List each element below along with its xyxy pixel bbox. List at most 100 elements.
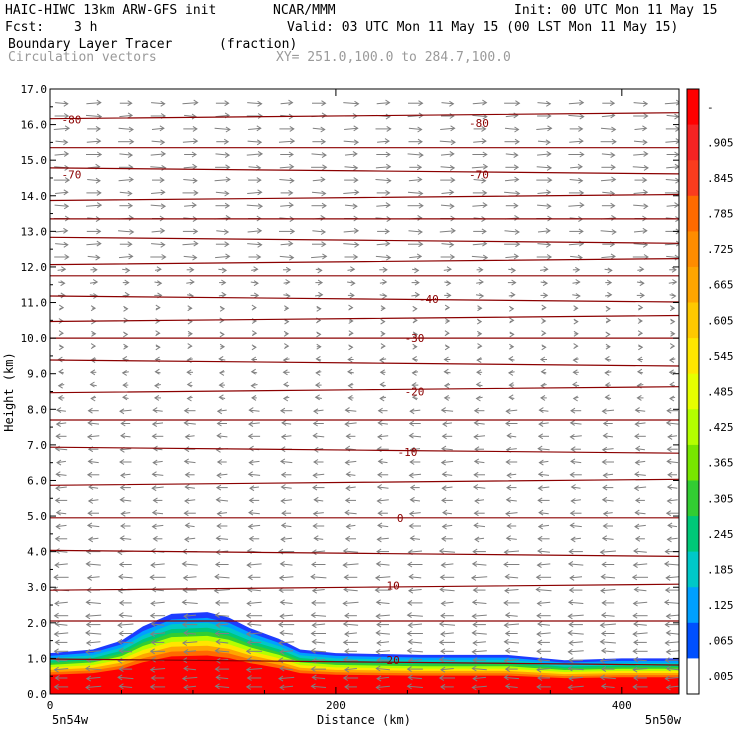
vector-arrow [280, 99, 294, 106]
vector-arrow [280, 151, 294, 158]
vector-arrow [149, 683, 166, 690]
init-time: Init: 00 UTC Mon 11 May 15 [514, 3, 718, 18]
vector-arrow [505, 164, 520, 171]
vector-arrow [347, 382, 354, 389]
vector-arrow [85, 599, 101, 606]
vector-arrow [408, 214, 423, 221]
vector-arrow [216, 523, 228, 529]
vector-arrow [315, 267, 323, 274]
vector-arrow [408, 138, 423, 145]
vector-arrow [279, 125, 295, 132]
vector-arrow [600, 630, 615, 637]
vector-arrow [443, 356, 451, 363]
vector-arrow [602, 100, 616, 107]
vector-arrow [150, 254, 167, 260]
vector-arrow [216, 138, 230, 145]
vector-arrow [605, 291, 613, 298]
vector-arrow [537, 189, 552, 196]
vector-arrow [118, 573, 133, 580]
vector-arrow [247, 139, 263, 146]
vector-arrow [57, 394, 65, 401]
vector-arrow [119, 484, 131, 491]
vector-arrow [149, 648, 166, 655]
vector-arrow [568, 548, 583, 555]
vector-arrow [670, 330, 676, 337]
vector-arrow [570, 498, 581, 504]
vector-arrow [440, 150, 455, 157]
vector-arrow [412, 267, 420, 274]
vector-arrow [215, 190, 230, 197]
vector-arrow [117, 549, 134, 556]
colorbar-label: .125 [707, 599, 734, 612]
vector-arrow [665, 629, 679, 636]
vector-arrow [89, 279, 99, 285]
vector-arrow [151, 485, 164, 492]
vector-arrow [504, 190, 521, 197]
vector-arrow [407, 152, 424, 159]
vector-arrow [601, 459, 614, 465]
vector-arrow [184, 536, 196, 543]
colorbar-swatch [687, 89, 699, 126]
vector-arrow [316, 305, 322, 312]
vector-arrow [215, 202, 231, 209]
vector-arrow [87, 254, 101, 261]
vector-arrow [537, 639, 550, 646]
vector-arrow [473, 125, 487, 132]
vector-arrow [668, 357, 676, 364]
vector-arrow [477, 305, 483, 312]
vector-arrow [117, 674, 134, 681]
vector-arrow [86, 228, 102, 235]
vector-arrow [411, 369, 419, 376]
vector-arrow [86, 240, 102, 247]
vector-arrow [283, 266, 292, 273]
colorbar-label: .545 [707, 350, 734, 363]
vector-arrow [471, 254, 489, 261]
vector-arrow [313, 459, 324, 465]
vector-arrow [601, 561, 615, 568]
vector-arrow [377, 522, 389, 529]
vector-arrow [638, 304, 644, 311]
vector-arrow [636, 368, 644, 375]
vector-arrow [215, 152, 231, 159]
vector-arrow [637, 266, 645, 273]
vector-arrow [247, 227, 263, 234]
vector-arrow [246, 203, 264, 210]
vector-arrow [279, 163, 295, 170]
vector-arrow [87, 125, 101, 132]
vector-arrow [535, 586, 552, 593]
vector-arrow [150, 621, 165, 627]
vector-arrow [248, 535, 260, 542]
vector-arrow [441, 189, 455, 196]
vector-arrow [150, 675, 165, 681]
vector-arrow [312, 432, 325, 439]
vector-arrow [219, 279, 227, 286]
vector-arrow [570, 536, 581, 543]
vector-arrow [605, 279, 613, 286]
vector-arrow [311, 561, 326, 568]
y-tick-label: 12.0 [21, 261, 48, 274]
vector-arrow [472, 657, 486, 664]
vector-arrow [151, 227, 166, 234]
vector-arrow [279, 613, 294, 620]
vector-arrow [85, 560, 101, 567]
model-title: HAIC-HIWC 13km ARW-GFS init [5, 3, 217, 18]
vector-arrow [537, 656, 550, 663]
vector-arrow [471, 648, 487, 655]
vector-arrow [570, 446, 581, 453]
vector-arrow [54, 600, 68, 607]
vector-arrow [379, 395, 387, 402]
vector-arrow [444, 280, 452, 287]
vector-arrow [55, 509, 67, 516]
vector-arrow [183, 648, 197, 655]
vector-arrow [218, 382, 225, 389]
vector-arrow [633, 227, 648, 234]
vector-arrow [666, 151, 679, 158]
y-tick-label: 8.0 [27, 403, 47, 416]
vector-arrow [408, 229, 423, 235]
tracer-band-9 [50, 655, 679, 694]
vector-arrow [409, 459, 421, 465]
vector-arrow [251, 394, 257, 401]
vector-arrow [311, 622, 326, 629]
vector-arrow [472, 548, 486, 555]
vector-arrow [311, 599, 326, 606]
